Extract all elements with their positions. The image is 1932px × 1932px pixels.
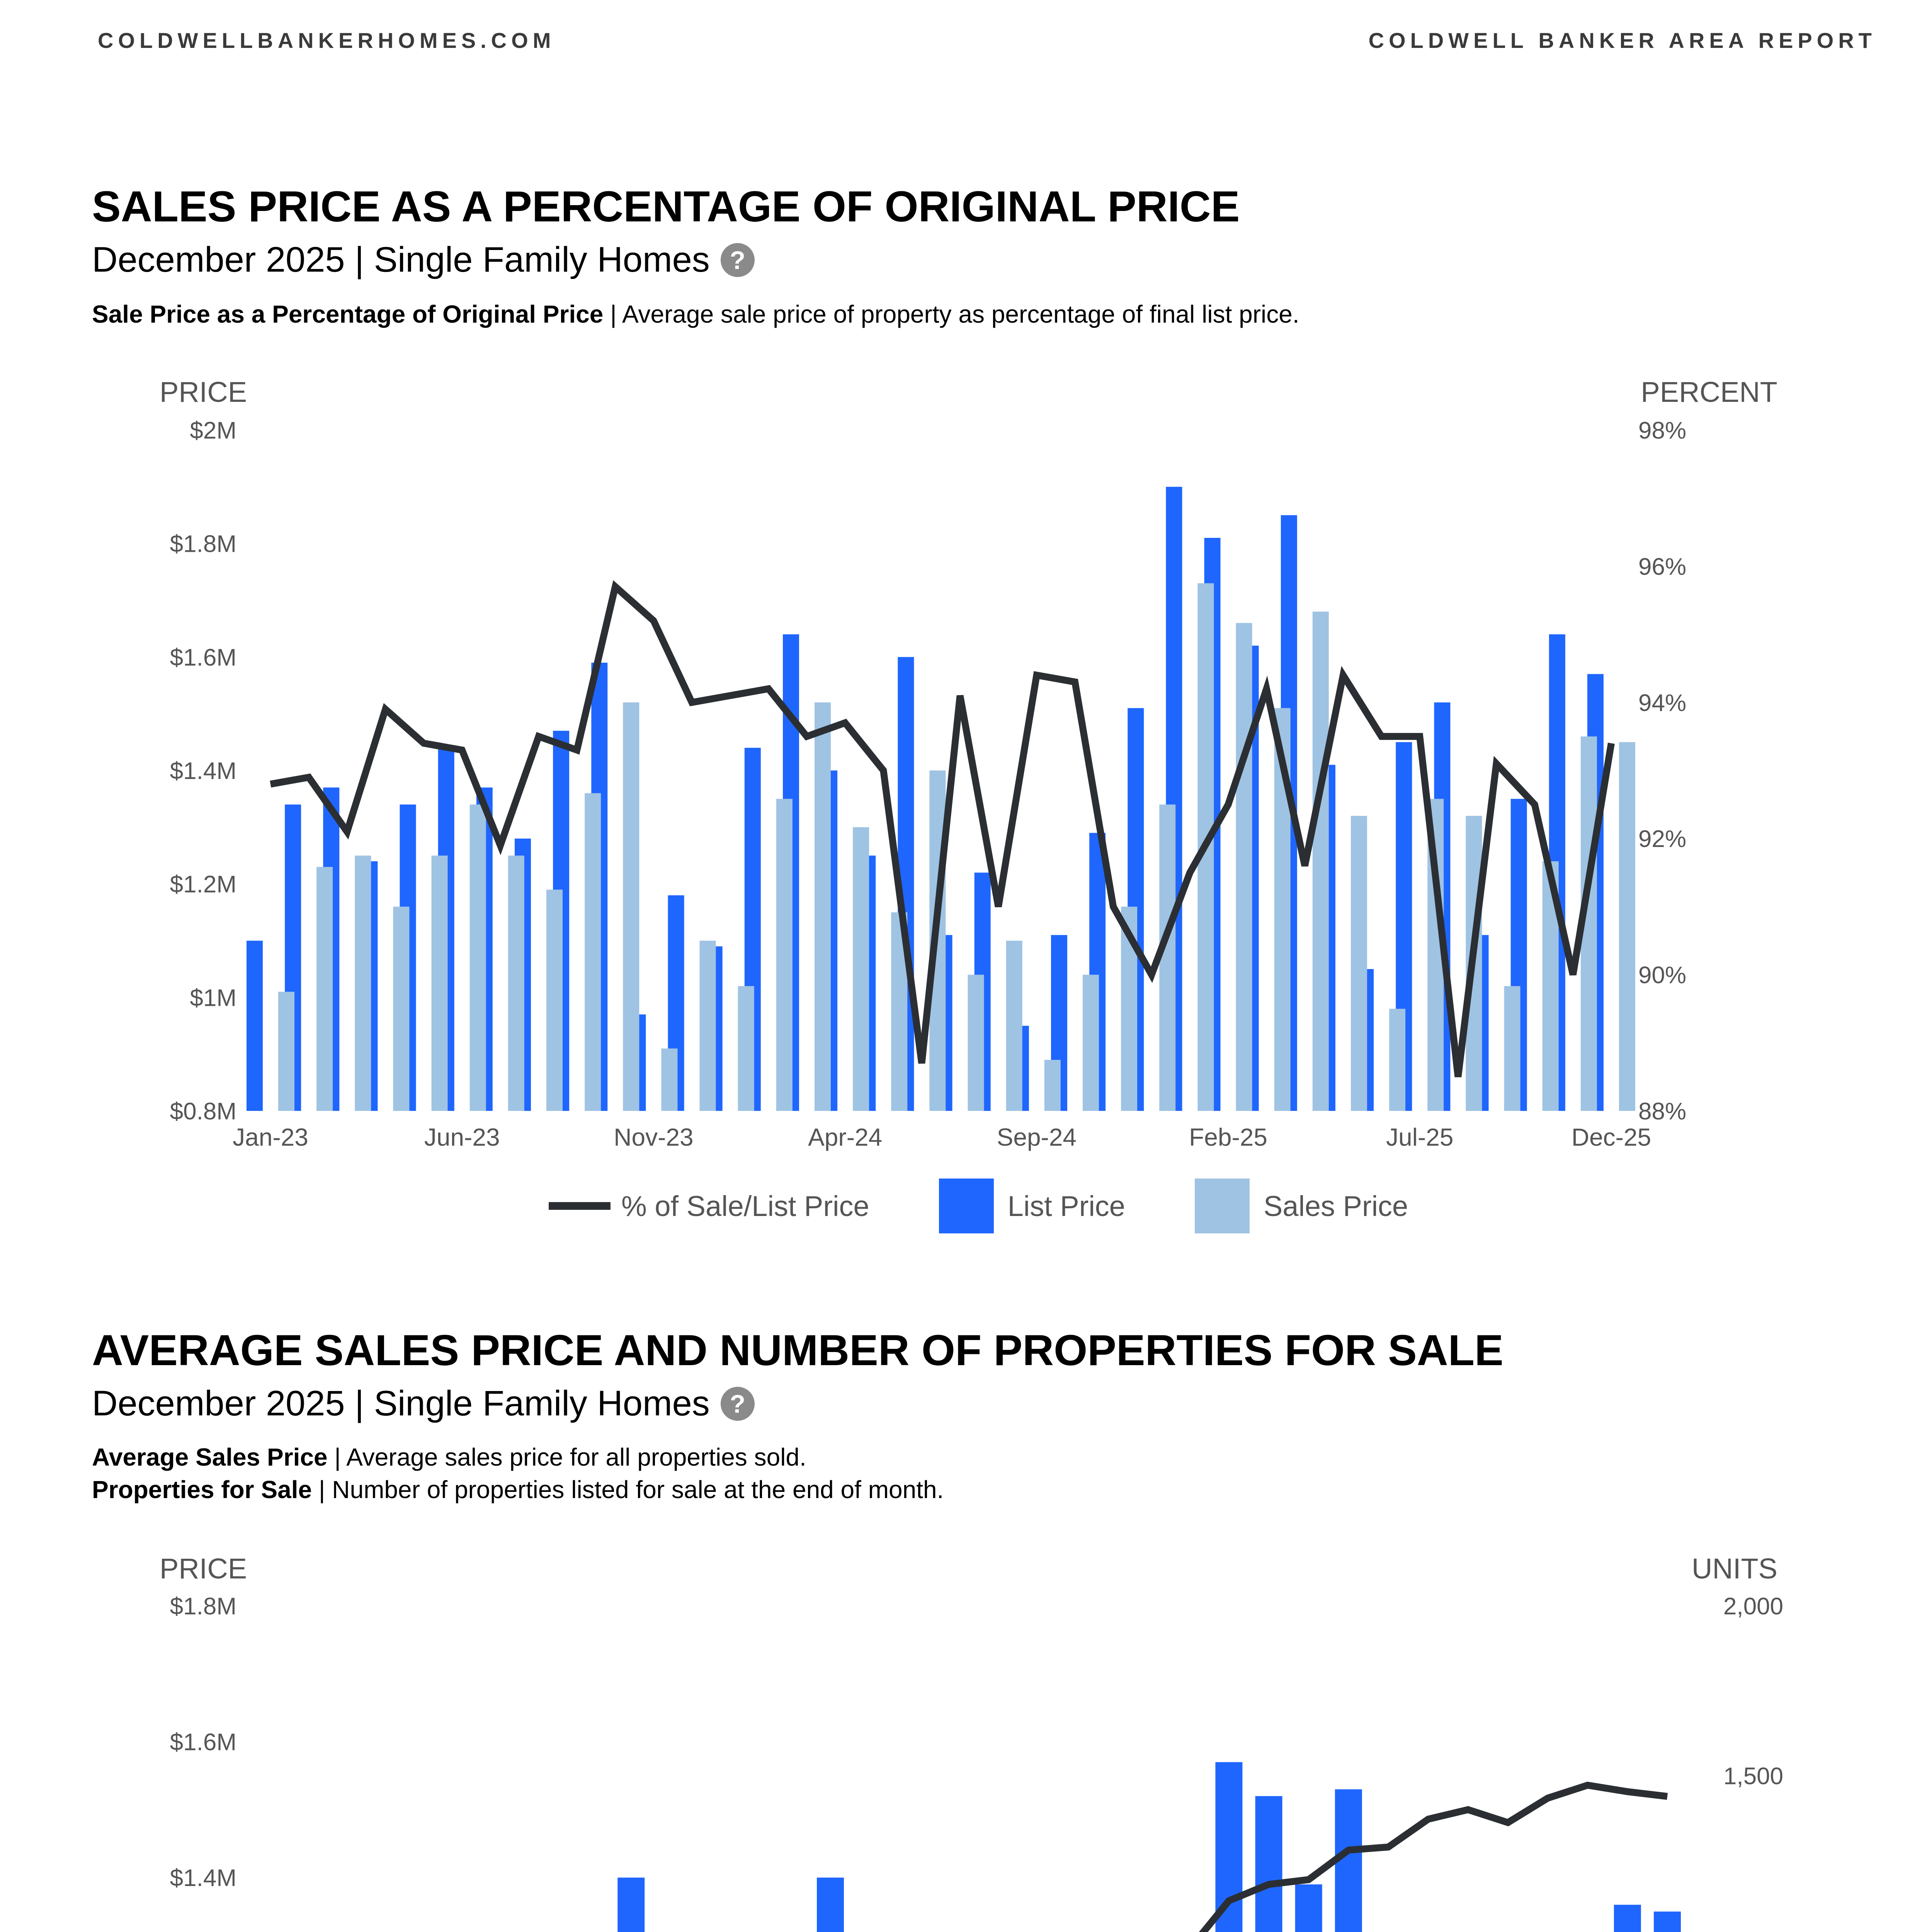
y-tick-left: $2M [190,417,236,444]
section2-desc1-term: Average Sales Price [92,1443,328,1471]
section1-subtitle-text: December 2025 | Single Family Homes [92,240,710,279]
bar-average-sales-price [1654,1912,1681,1932]
bar-sales-price [853,827,869,1111]
bar-sales-price [316,867,333,1111]
y-tick-right: 98% [1638,417,1686,444]
y-tick-right: 94% [1638,690,1686,716]
bar-sales-price [1312,611,1329,1111]
bar-average-sales-price [617,1878,645,1932]
section2-desc2-term: Properties for Sale [92,1476,312,1503]
section1-subtitle: December 2025 | Single Family Homes ? [92,240,755,280]
bar-sales-price [815,702,831,1111]
bar-sales-price [1351,816,1367,1111]
y-axis-left-title: PRICE [160,376,247,408]
section1-description: Sale Price as a Percentage of Original P… [92,300,1299,328]
bar-sales-price [661,1048,678,1111]
y-tick-right: 90% [1638,962,1686,989]
x-tick-label: Feb-25 [1189,1123,1267,1151]
bar-sales-price [508,855,524,1111]
y-tick-left: $1.4M [170,1865,236,1891]
y-tick-left: $1.4M [170,758,236,784]
y-tick-right: 96% [1638,553,1686,580]
bar-sales-price [1236,623,1252,1111]
y-tick-right: 88% [1638,1098,1686,1125]
legend-bar-swatch [939,1179,994,1233]
line--of-sale-list-price [270,580,1615,1077]
bar-sales-price [469,804,486,1111]
y-axis-right-title: UNITS [1692,1553,1777,1585]
x-tick-label: Nov-23 [614,1123,693,1151]
legend-label: Sales Price [1263,1190,1408,1222]
x-tick-label: Jun-23 [424,1123,500,1151]
bar-sales-price [278,992,294,1111]
report-title: COLDWELL BANKER AREA REPORT [1368,28,1876,53]
section2-subtitle: December 2025 | Single Family Homes ? [92,1383,755,1424]
y-tick-left: $1.8M [170,531,236,558]
bar-sales-price [1619,742,1635,1111]
bar-sales-price [738,986,754,1111]
section2-description-2: Properties for Sale | Number of properti… [92,1475,944,1504]
section1-title: SALES PRICE AS A PERCENTAGE OF ORIGINAL … [92,182,1240,231]
bar-sales-price [1006,940,1022,1111]
legend-bar-swatch [1194,1179,1250,1233]
y-tick-left: $0.8M [170,1098,236,1125]
y-tick-right: 2,000 [1723,1593,1783,1620]
bar-sales-price [968,975,984,1111]
x-tick-label: Apr-24 [808,1123,882,1151]
bar-average-sales-price [817,1878,844,1932]
bar-sales-price [1504,986,1520,1111]
legend-item-sales-price[interactable]: Sales Price [1194,1179,1408,1233]
bar-average-sales-price [1255,1796,1282,1932]
legend-label: % of Sale/List Price [621,1190,869,1222]
bar-sales-price [393,906,410,1111]
legend-label: List Price [1007,1190,1125,1222]
y-tick-right: 1,500 [1723,1763,1783,1790]
bar-average-sales-price [1295,1884,1322,1932]
bar-sales-price [776,799,793,1111]
chart-avg-price-properties: PRICEUNITS$0.8M$1M$1.2M$1.4M$1.6M$1.8M05… [160,1553,1783,1932]
bar-sales-price [623,702,639,1111]
bar-sales-price [355,855,371,1111]
section2-description-1: Average Sales Price | Average sales pric… [92,1443,806,1471]
section1-desc-text: | Average sale price of property as perc… [603,300,1299,328]
x-tick-label: Sep-24 [997,1123,1077,1151]
bar-sales-price [1044,1060,1061,1111]
bar-sales-price [585,793,601,1111]
bar-sales-price [699,940,716,1111]
bar-list-price [247,940,263,1111]
bar-sales-price [1389,1009,1406,1111]
chart-sale-to-list: PRICE PERCENT $0.8M $1M $1.2M $1.4M $1.6M $1.8M… [160,376,1777,1151]
section2-subtitle-text: December 2025 | Single Family Homes [92,1384,710,1423]
y-axis-right-title: PERCENT [1641,376,1777,408]
y-tick-left: $1.8M [170,1593,236,1620]
question-circle-icon[interactable]: ? [720,243,755,277]
bar-sales-price [546,889,563,1111]
bar-average-sales-price [1215,1762,1243,1932]
y-tick-right: 92% [1638,826,1686,852]
y-tick-left: $1.6M [170,644,236,671]
x-tick-label: Jul-25 [1386,1123,1453,1151]
legend-line-swatch [549,1202,611,1210]
bar-average-sales-price [1614,1905,1641,1932]
bar-sales-price [431,855,448,1111]
chart1-legend: % of Sale/List Price List Price Sales Pr… [549,1179,1478,1233]
bar-sales-price [1159,804,1176,1111]
x-tick-label: Jan-23 [233,1123,308,1151]
legend-item-pct[interactable]: % of Sale/List Price [549,1190,869,1223]
y-tick-left: $1.6M [170,1729,236,1756]
y-tick-left: $1.2M [170,871,236,898]
y-axis-left-title: PRICE [160,1553,247,1585]
question-circle-icon[interactable]: ? [720,1386,755,1421]
section2-desc1-text: | Average sales price for all properties… [327,1443,806,1471]
section2-title: AVERAGE SALES PRICE AND NUMBER OF PROPER… [92,1326,1503,1374]
x-tick-label: Dec-25 [1571,1123,1651,1151]
section2-desc2-text: | Number of properties listed for sale a… [312,1476,944,1503]
legend-item-list-price[interactable]: List Price [939,1179,1125,1233]
y-tick-left: $1M [190,985,236,1011]
site-url: COLDWELLBANKERHOMES.COM [98,28,556,53]
bar-sales-price [1083,975,1099,1111]
line-properties-for-sale [1199,1781,1668,1932]
section1-desc-term: Sale Price as a Percentage of Original P… [92,300,604,328]
